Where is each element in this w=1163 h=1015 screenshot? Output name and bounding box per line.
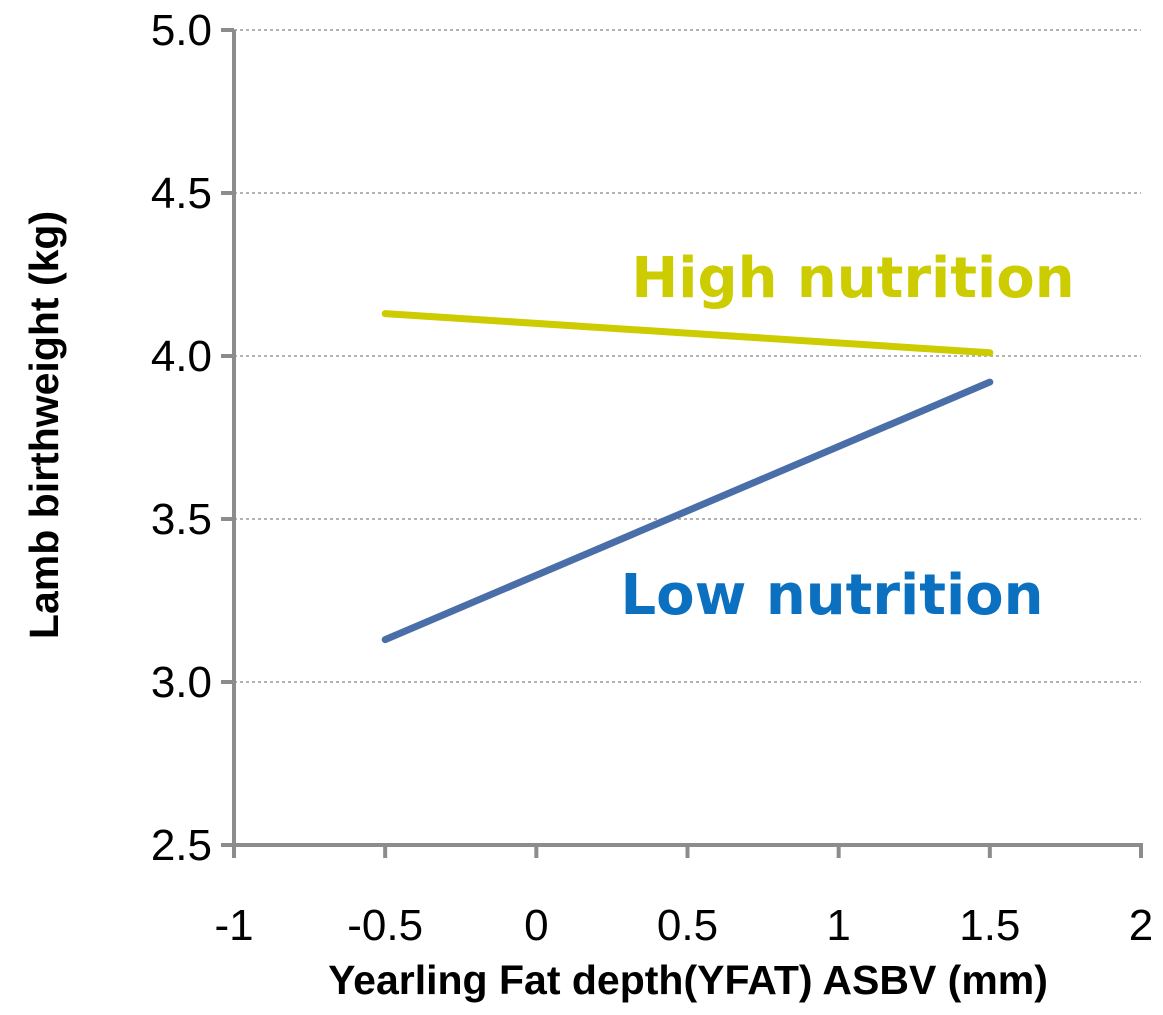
y-axis-title: Lamb birthweight (kg)	[21, 211, 67, 639]
y-ticks: 2.5 3.0 3.5 4.0 4.5 5.0	[151, 6, 234, 870]
x-tick-label: 0.5	[657, 901, 718, 950]
x-ticks: -1 -0.5 0 0.5 1 1.5 2	[214, 845, 1153, 950]
x-tick-label: -1	[214, 901, 253, 950]
axes	[232, 30, 1143, 847]
y-tick-label: 4.5	[151, 169, 212, 218]
y-tick-label: 2.5	[151, 821, 212, 870]
y-tick-label: 3.5	[151, 495, 212, 544]
y-tick-label: 5.0	[151, 6, 212, 55]
series-labels: High nutrition Low nutrition	[620, 246, 1074, 628]
x-tick-label: 1.5	[959, 901, 1020, 950]
x-tick-label: 2	[1129, 901, 1153, 950]
series-line-low-nutrition	[381, 378, 994, 644]
series-label-low-nutrition: Low nutrition	[620, 563, 1043, 628]
x-tick-label: 1	[826, 901, 850, 950]
gridlines	[234, 29, 1141, 683]
y-tick-label: 4.0	[151, 332, 212, 381]
series-line-high-nutrition	[381, 310, 994, 357]
x-tick-label: 0	[524, 901, 548, 950]
series	[381, 310, 994, 644]
y-tick-label: 3.0	[151, 658, 212, 707]
x-tick-label: -0.5	[347, 901, 423, 950]
series-label-high-nutrition: High nutrition	[631, 246, 1074, 311]
x-axis-title: Yearling Fat depth(YFAT) ASBV (mm)	[328, 957, 1048, 1003]
